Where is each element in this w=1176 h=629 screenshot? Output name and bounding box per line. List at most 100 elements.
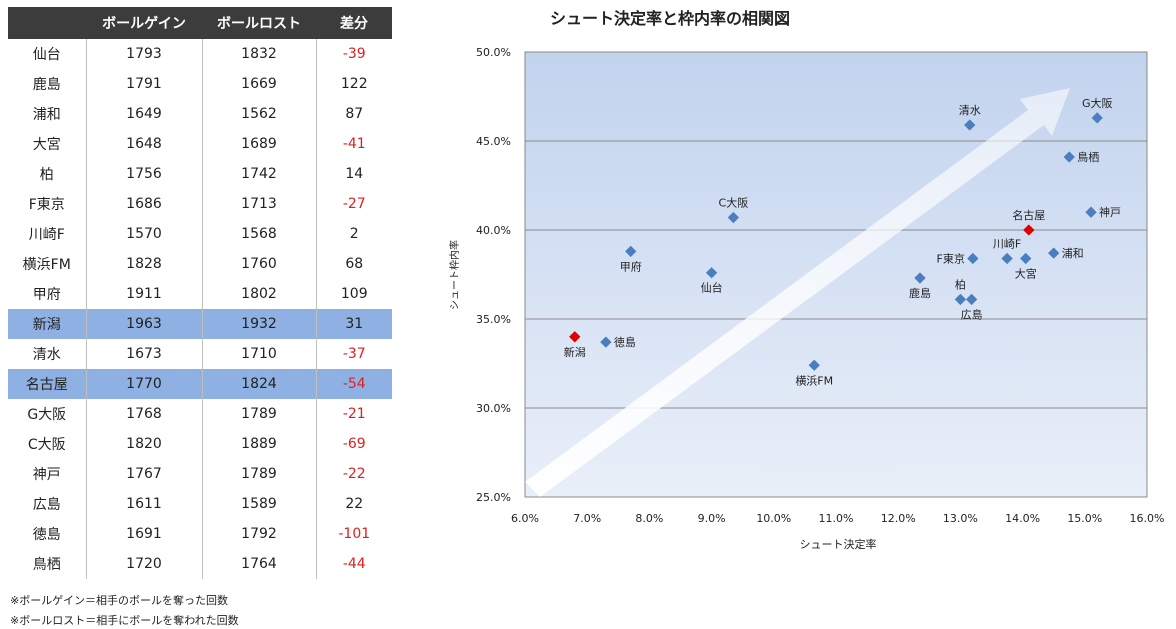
- table-row: F東京 1686 1713 -27: [8, 189, 392, 219]
- diff-cell: -37: [342, 346, 366, 362]
- data-point: [965, 293, 978, 306]
- diff-cell: 22: [345, 496, 364, 512]
- x-axis-ticks: 6.0% 7.0% 8.0% 9.0% 10.0% 11.0% 12.0% 13.0% 14.0…: [511, 512, 1164, 525]
- data-label: G大阪: [1082, 96, 1113, 110]
- y-axis-label: シュート枠内率: [448, 240, 461, 310]
- data-point: [914, 272, 926, 284]
- y-tick-label: 40.0%: [476, 224, 511, 237]
- gain-cell: 1767: [86, 459, 203, 489]
- table-row: C大阪 1820 1889 -69: [8, 429, 392, 459]
- team-cell: 清水: [8, 339, 87, 369]
- team-cell: F東京: [8, 189, 87, 219]
- team-cell: 鳥栖: [8, 549, 87, 579]
- lost-cell: 1589: [202, 489, 317, 519]
- x-tick-label: 12.0%: [881, 512, 916, 525]
- diff-cell: -39: [342, 46, 366, 62]
- team-cell: 仙台: [8, 39, 87, 69]
- lost-cell: 1689: [202, 129, 317, 159]
- team-cell: 甲府: [8, 279, 87, 309]
- gain-cell: 1768: [86, 399, 203, 429]
- y-tick-label: 45.0%: [476, 135, 511, 148]
- table-row: 浦和 1649 1562 87: [8, 99, 392, 129]
- y-tick-label: 30.0%: [476, 402, 511, 415]
- data-label: 横浜FM: [795, 373, 833, 387]
- lost-cell: 1713: [202, 189, 317, 219]
- data-point: [727, 211, 740, 224]
- lost-cell: 1789: [202, 399, 317, 429]
- note-ball-lost: ※ボールロスト＝相手にボールを奪われた回数: [10, 614, 239, 627]
- gain-cell: 1673: [86, 339, 203, 369]
- data-label: 柏: [955, 277, 966, 291]
- data-point: [1023, 224, 1035, 236]
- table-row: 柏 1756 1742 14: [8, 159, 392, 189]
- gain-cell: 1611: [86, 489, 203, 519]
- gain-cell: 1756: [86, 159, 203, 189]
- diff-cell: 122: [340, 76, 368, 92]
- diff-cell: -101: [338, 526, 371, 542]
- lost-cell: 1669: [202, 69, 317, 99]
- diff-cell: 68: [345, 256, 364, 272]
- gain-cell: 1791: [86, 69, 203, 99]
- chart-title: シュート決定率と枠内率の相関図: [550, 9, 790, 28]
- lost-cell: 1789: [202, 459, 317, 489]
- table-row: G大阪 1768 1789 -21: [8, 399, 392, 429]
- gain-cell: 1649: [86, 99, 203, 129]
- table-body: 仙台 1793 1832 -39 鹿島 1791 1669 122 浦和 1649 1562 87 大宮…: [8, 39, 392, 579]
- table-row: 鹿島 1791 1669 122: [8, 69, 392, 99]
- diff-cell: -41: [342, 136, 366, 152]
- gain-cell: 1828: [86, 249, 203, 279]
- data-point: [600, 336, 612, 348]
- header-ball-lost: ボールロスト: [202, 7, 316, 39]
- team-cell: 柏: [8, 159, 87, 189]
- x-tick-label: 15.0%: [1067, 512, 1102, 525]
- gain-cell: 1691: [86, 519, 203, 549]
- table-row: 神戸 1767 1789 -22: [8, 459, 392, 489]
- team-cell: 浦和: [8, 99, 87, 129]
- diff-cell: -27: [342, 196, 366, 212]
- header-difference: 差分: [316, 7, 392, 39]
- gain-cell: 1820: [86, 429, 203, 459]
- team-cell: 川崎F: [8, 219, 87, 249]
- y-axis-ticks: 25.0% 30.0% 35.0% 40.0% 45.0% 50.0%: [476, 46, 511, 504]
- diff-cell: -44: [342, 556, 366, 572]
- data-label: 神戸: [1099, 205, 1121, 219]
- data-label: 広島: [961, 307, 983, 321]
- diff-cell: -54: [316, 369, 392, 399]
- diff-cell: -22: [342, 466, 366, 482]
- x-tick-label: 8.0%: [635, 512, 663, 525]
- x-axis-label: シュート決定率: [800, 537, 877, 551]
- lost-cell: 1568: [202, 219, 317, 249]
- x-tick-label: 7.0%: [573, 512, 601, 525]
- data-point: [1085, 206, 1097, 218]
- team-cell: 大宮: [8, 129, 87, 159]
- data-label: 鳥栖: [1077, 150, 1099, 164]
- y-tick-label: 50.0%: [476, 46, 511, 59]
- lost-cell: 1832: [202, 39, 317, 69]
- trend-arrow: [525, 88, 1070, 497]
- table-row: 名古屋 1770 1824 -54: [8, 369, 392, 399]
- diff-cell: -69: [342, 436, 366, 452]
- table-row: 川崎F 1570 1568 2: [8, 219, 392, 249]
- x-tick-label: 16.0%: [1130, 512, 1165, 525]
- y-tick-label: 25.0%: [476, 491, 511, 504]
- data-point: [1048, 247, 1060, 259]
- lost-cell: 1792: [202, 519, 317, 549]
- gain-cell: 1963: [86, 309, 203, 339]
- data-point: [954, 293, 967, 306]
- diff-cell: 87: [345, 106, 364, 122]
- data-label: F東京: [937, 251, 965, 265]
- x-tick-label: 14.0%: [1005, 512, 1040, 525]
- lost-cell: 1710: [202, 339, 317, 369]
- lost-cell: 1824: [202, 369, 317, 399]
- gain-cell: 1648: [86, 129, 203, 159]
- x-tick-label: 11.0%: [819, 512, 854, 525]
- team-cell: 徳島: [8, 519, 87, 549]
- diff-cell: 31: [316, 309, 392, 339]
- data-label: C大阪: [719, 196, 749, 210]
- lost-cell: 1742: [202, 159, 317, 189]
- table-row: 徳島 1691 1792 -101: [8, 519, 392, 549]
- gain-cell: 1720: [86, 549, 203, 579]
- team-cell: 新潟: [8, 309, 87, 339]
- lost-cell: 1889: [202, 429, 317, 459]
